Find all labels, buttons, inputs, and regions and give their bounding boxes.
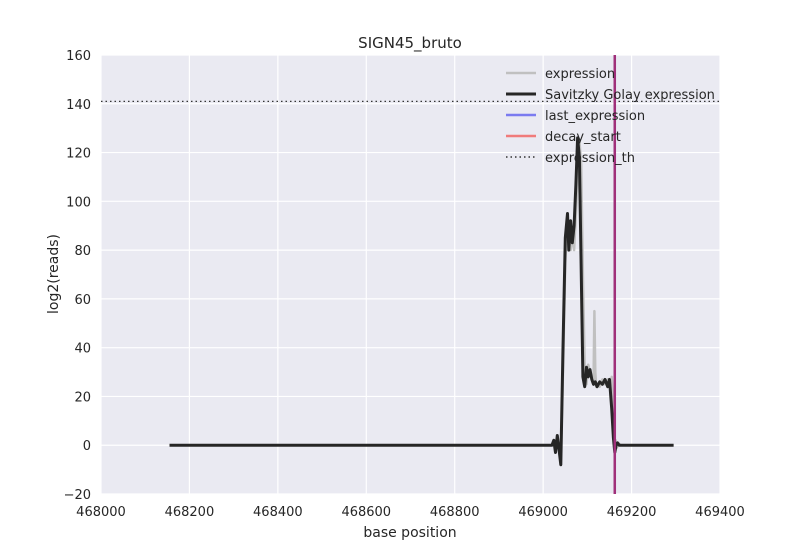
x-tick-label: 469200	[607, 505, 657, 520]
x-tick-label: 469400	[695, 505, 745, 520]
y-tick-labels: −20 0 20 40 60 80 100 120 140 160	[64, 49, 91, 503]
legend-label: Savitzky Golay expression	[545, 88, 715, 103]
x-tick-label: 468800	[430, 505, 480, 520]
plot-area	[101, 55, 720, 494]
y-tick-label: 20	[74, 390, 91, 405]
y-tick-label: 80	[74, 244, 91, 259]
y-tick-label: 40	[74, 342, 91, 357]
legend-label: expression	[545, 67, 615, 82]
x-tick-label: 468000	[76, 505, 126, 520]
y-tick-label: 120	[66, 147, 91, 162]
legend-label: expression_th	[545, 151, 635, 166]
legend-label: decay_start	[545, 130, 621, 145]
y-tick-label: 60	[74, 293, 91, 308]
y-tick-label: 160	[66, 49, 91, 64]
x-tick-label: 469000	[518, 505, 568, 520]
y-axis-label: log2(reads)	[46, 234, 62, 314]
chart-title: SIGN45_bruto	[358, 34, 462, 53]
y-tick-label: 100	[66, 195, 91, 210]
legend-label: last_expression	[545, 109, 645, 124]
x-tick-label: 468200	[165, 505, 215, 520]
x-tick-labels: 468000 468200 468400 468600 468800 469000 4692…	[76, 505, 745, 520]
x-axis-label: base position	[363, 525, 456, 541]
x-tick-label: 468400	[253, 505, 303, 520]
y-tick-label: 140	[66, 98, 91, 113]
y-tick-label: 0	[83, 439, 91, 454]
y-tick-label: −20	[64, 488, 91, 503]
x-tick-label: 468600	[341, 505, 391, 520]
legend: expression Savitzky Golay expression last_…	[506, 67, 715, 166]
